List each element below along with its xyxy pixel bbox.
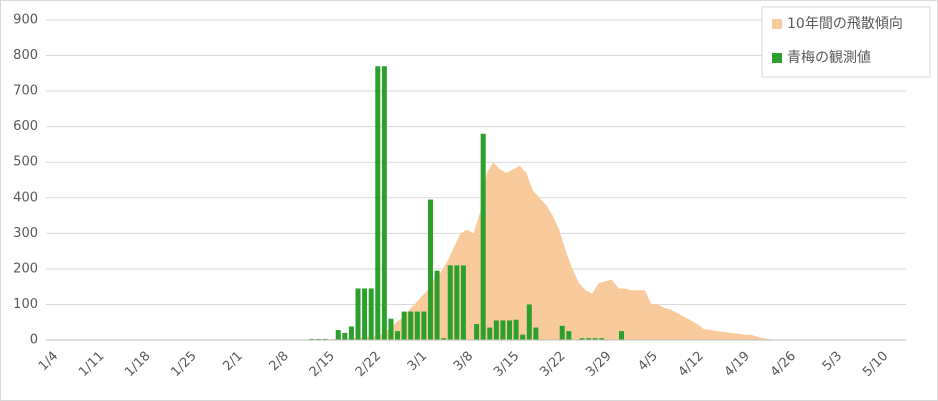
bar [507,320,513,340]
bar [427,199,433,340]
bar [447,265,453,340]
legend-swatch [772,53,782,63]
bar [434,270,440,340]
bar [375,66,381,340]
bar [533,327,539,340]
bar [586,338,592,340]
bar [401,311,407,340]
bar [513,319,519,340]
bar [579,338,585,340]
y-tick-label: 0 [30,333,38,348]
bar [619,331,625,340]
bar [355,288,361,340]
bar [599,338,605,340]
bar [441,338,447,340]
bar [408,311,414,340]
y-tick-label: 900 [13,13,38,28]
bar [460,265,466,340]
legend-label: 青梅の観測値 [787,49,871,66]
y-tick-label: 600 [13,119,38,134]
y-tick-label: 700 [13,84,38,99]
bar [309,338,315,340]
bar [526,304,532,340]
bar [381,66,387,340]
bar [315,338,321,340]
bar [454,265,460,340]
bar [421,311,427,340]
bar [500,320,506,340]
y-tick-label: 100 [13,297,38,312]
bar [388,318,394,340]
y-tick-label: 200 [13,261,38,276]
bar [348,326,354,340]
bar [480,133,486,340]
legend-swatch [772,19,782,29]
y-tick-label: 800 [13,48,38,63]
bar [342,332,348,340]
bar [362,288,368,340]
area [52,162,882,340]
bar [487,327,493,340]
legend-box [761,6,931,78]
bar [520,334,526,340]
bar [493,320,499,340]
bar [322,338,328,340]
y-tick-label: 300 [13,226,38,241]
bar [368,288,374,340]
bar [474,324,480,340]
y-tick-label: 500 [13,155,38,170]
y-tick-label: 400 [13,190,38,205]
legend-label: 10年間の飛散傾向 [787,16,903,32]
bar [592,338,598,340]
bar [335,330,341,340]
bar [395,331,401,340]
bar [414,311,420,340]
bar [566,331,572,340]
bar [559,325,565,340]
